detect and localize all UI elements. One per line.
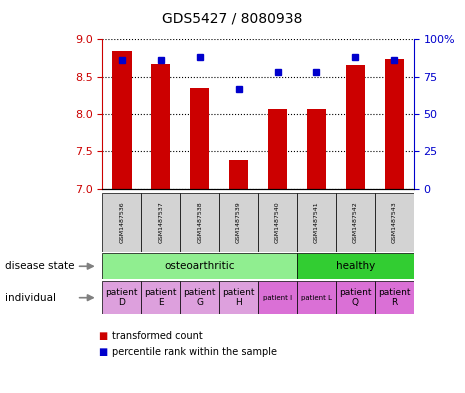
Text: GSM1487542: GSM1487542: [353, 201, 358, 243]
Text: patient
R: patient R: [378, 288, 411, 307]
Text: GSM1487538: GSM1487538: [197, 201, 202, 243]
Text: transformed count: transformed count: [112, 331, 202, 341]
Text: GSM1487539: GSM1487539: [236, 201, 241, 243]
Text: GSM1487536: GSM1487536: [119, 201, 124, 243]
Bar: [385, 59, 404, 189]
Bar: [258, 193, 297, 252]
Bar: [141, 281, 180, 314]
Bar: [229, 160, 248, 189]
Text: patient
H: patient H: [222, 288, 255, 307]
Bar: [268, 110, 287, 189]
Text: patient
G: patient G: [183, 288, 216, 307]
Bar: [297, 281, 336, 314]
Bar: [151, 64, 171, 189]
Text: patient
D: patient D: [106, 288, 138, 307]
Text: ■: ■: [98, 331, 107, 341]
Bar: [219, 281, 258, 314]
Bar: [141, 193, 180, 252]
Text: ■: ■: [98, 347, 107, 357]
Text: percentile rank within the sample: percentile rank within the sample: [112, 347, 277, 357]
Text: GSM1487541: GSM1487541: [314, 201, 319, 243]
Text: healthy: healthy: [336, 261, 375, 271]
Text: patient
Q: patient Q: [339, 288, 372, 307]
Text: patient
E: patient E: [145, 288, 177, 307]
Bar: [102, 193, 141, 252]
Text: disease state: disease state: [5, 261, 74, 271]
Bar: [336, 281, 375, 314]
Bar: [102, 253, 297, 279]
Text: GSM1487540: GSM1487540: [275, 201, 280, 243]
Bar: [307, 110, 326, 189]
Text: individual: individual: [5, 293, 56, 303]
Bar: [345, 65, 365, 189]
Text: GSM1487537: GSM1487537: [158, 201, 163, 243]
Bar: [375, 193, 414, 252]
Bar: [297, 253, 414, 279]
Bar: [219, 193, 258, 252]
Text: patient I: patient I: [263, 295, 292, 301]
Text: osteoarthritic: osteoarthritic: [165, 261, 235, 271]
Bar: [112, 51, 132, 189]
Bar: [180, 281, 219, 314]
Bar: [190, 88, 209, 189]
Bar: [258, 281, 297, 314]
Bar: [297, 193, 336, 252]
Text: GSM1487543: GSM1487543: [392, 201, 397, 243]
Bar: [102, 281, 141, 314]
Bar: [180, 193, 219, 252]
Bar: [336, 193, 375, 252]
Bar: [375, 281, 414, 314]
Text: patient L: patient L: [301, 295, 332, 301]
Text: GDS5427 / 8080938: GDS5427 / 8080938: [162, 12, 303, 26]
